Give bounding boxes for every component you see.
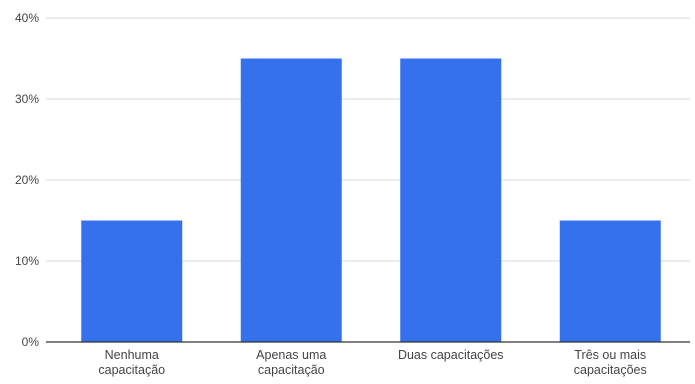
bar (240, 58, 342, 342)
y-tick-label: 30% (15, 92, 39, 106)
x-category-label: Apenas uma capacitação (256, 348, 326, 377)
y-tick-label: 0% (22, 335, 40, 349)
y-tick-label: 20% (15, 173, 39, 187)
bar (400, 58, 502, 342)
bar (559, 220, 661, 342)
x-category-label: Duas capacitações (398, 348, 504, 362)
y-tick-label: 40% (15, 11, 39, 25)
bars (81, 58, 661, 342)
x-category-label: Nenhuma capacitação (98, 348, 165, 377)
y-tick-label: 10% (15, 254, 39, 268)
x-axis-labels: Nenhuma capacitação Apenas uma capacitação D… (98, 348, 646, 377)
x-category-label: Três ou mais capacitações (574, 348, 647, 377)
bar (81, 220, 183, 342)
y-axis-ticks: 0% 10% 20% 30% 40% (15, 11, 39, 349)
